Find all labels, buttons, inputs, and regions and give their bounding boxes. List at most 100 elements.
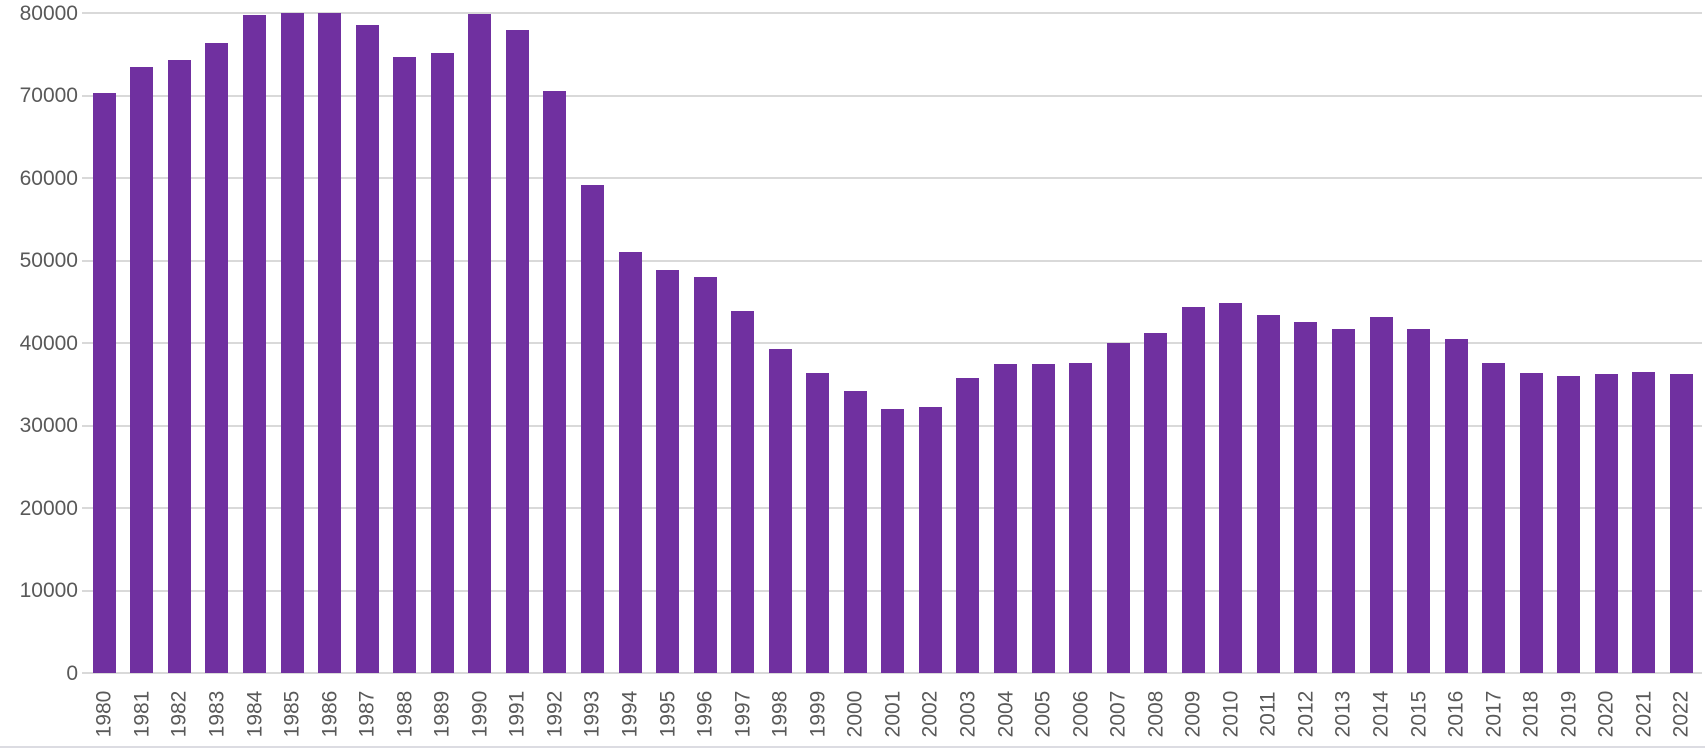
bar-2012[interactable] xyxy=(1294,322,1318,673)
bar-2000[interactable] xyxy=(843,390,867,673)
bar-1994[interactable] xyxy=(618,252,642,673)
bar-2020[interactable] xyxy=(1594,374,1618,673)
x-tick-label-1998: 1998 xyxy=(768,690,792,738)
x-tick-label-1994: 1994 xyxy=(618,690,642,738)
bar-1984[interactable] xyxy=(243,14,266,673)
x-tick-label-2008: 2008 xyxy=(1144,690,1168,738)
bar-2006[interactable] xyxy=(1069,362,1093,673)
bar-1992[interactable] xyxy=(543,90,567,673)
x-tick-label-1997: 1997 xyxy=(731,690,755,738)
x-tick-label-2018: 2018 xyxy=(1519,690,1543,738)
bar-1995[interactable] xyxy=(656,269,680,673)
bar-1990[interactable] xyxy=(468,13,492,673)
x-axis-line xyxy=(82,672,1702,674)
x-tick-label-1992: 1992 xyxy=(543,690,567,738)
bar-2022[interactable] xyxy=(1669,374,1693,673)
x-tick-label-1991: 1991 xyxy=(505,690,529,738)
x-tick-label-2013: 2013 xyxy=(1331,690,1355,738)
bar-1989[interactable] xyxy=(430,52,454,673)
bar-2004[interactable] xyxy=(994,363,1017,673)
x-tick-label-1989: 1989 xyxy=(430,690,454,738)
y-tick-label-20000: 20000 xyxy=(19,496,78,520)
y-tick-label-10000: 10000 xyxy=(19,579,78,602)
x-tick-label-1980: 1980 xyxy=(92,690,116,738)
bar-1999[interactable] xyxy=(806,372,830,673)
bar-2016[interactable] xyxy=(1444,338,1468,673)
x-tick-label-1982: 1982 xyxy=(167,690,191,738)
bar-2002[interactable] xyxy=(918,407,942,673)
bar-1986[interactable] xyxy=(318,13,342,673)
bar-1991[interactable] xyxy=(505,30,529,673)
x-tick-label-2021: 2021 xyxy=(1632,690,1656,738)
bar-2007[interactable] xyxy=(1106,343,1130,673)
gridline-60000 xyxy=(82,177,1702,179)
bar-1996[interactable] xyxy=(693,277,717,673)
x-tick-label-2002: 2002 xyxy=(918,690,942,738)
y-tick-label-0: 0 xyxy=(66,661,78,685)
x-tick-label-2005: 2005 xyxy=(1031,690,1055,738)
x-tick-label-1985: 1985 xyxy=(280,690,304,738)
gridline-70000 xyxy=(82,94,1702,97)
x-tick-label-1999: 1999 xyxy=(806,690,830,738)
gridline-50000 xyxy=(82,259,1702,262)
x-tick-label-2014: 2014 xyxy=(1369,690,1393,738)
x-tick-label-1983: 1983 xyxy=(205,690,229,738)
bar-2013[interactable] xyxy=(1331,328,1355,673)
bar-2003[interactable] xyxy=(956,377,980,673)
y-tick-label-40000: 40000 xyxy=(19,331,78,355)
x-tick-label-2006: 2006 xyxy=(1069,690,1093,738)
bar-2015[interactable] xyxy=(1407,328,1431,673)
bar-1987[interactable] xyxy=(355,25,379,673)
bar-2001[interactable] xyxy=(881,409,905,673)
x-tick-label-2015: 2015 xyxy=(1407,690,1431,738)
window-bottom-edge xyxy=(0,746,1705,748)
bar-1981[interactable] xyxy=(130,66,154,673)
x-tick-label-2004: 2004 xyxy=(994,690,1017,738)
x-tick-label-2001: 2001 xyxy=(881,690,905,738)
gridline-40000 xyxy=(82,342,1702,344)
bar-2011[interactable] xyxy=(1256,314,1280,673)
bar-2021[interactable] xyxy=(1632,371,1656,673)
x-tick-label-2020: 2020 xyxy=(1594,690,1618,738)
x-tick-label-1996: 1996 xyxy=(693,690,717,738)
bar-1988[interactable] xyxy=(393,56,417,673)
x-tick-label-2011: 2011 xyxy=(1256,691,1280,737)
y-tick-label-50000: 50000 xyxy=(19,249,78,272)
y-tick-label-60000: 60000 xyxy=(19,166,78,190)
bar-2005[interactable] xyxy=(1031,363,1055,673)
bar-2019[interactable] xyxy=(1557,376,1581,673)
x-tick-label-2009: 2009 xyxy=(1181,690,1205,738)
x-tick-label-2019: 2019 xyxy=(1557,690,1581,738)
x-tick-label-2017: 2017 xyxy=(1482,690,1506,738)
x-tick-label-2022: 2022 xyxy=(1669,690,1693,738)
x-tick-label-1984: 1984 xyxy=(243,690,266,738)
bar-1998[interactable] xyxy=(768,348,792,673)
bar-1980[interactable] xyxy=(92,93,116,673)
y-tick-label-80000: 80000 xyxy=(19,1,78,25)
x-tick-label-1988: 1988 xyxy=(393,690,417,738)
x-tick-label-1993: 1993 xyxy=(580,690,604,738)
bar-2017[interactable] xyxy=(1482,362,1506,673)
gridline-80000 xyxy=(82,12,1702,14)
bar-1997[interactable] xyxy=(731,310,755,673)
x-tick-label-1990: 1990 xyxy=(468,690,492,738)
x-tick-label-2012: 2012 xyxy=(1294,690,1318,738)
bar-2008[interactable] xyxy=(1144,333,1168,673)
bar-2014[interactable] xyxy=(1369,316,1393,673)
x-tick-label-2003: 2003 xyxy=(956,690,980,738)
y-tick-label-70000: 70000 xyxy=(19,84,78,107)
x-tick-label-2000: 2000 xyxy=(843,690,867,738)
x-tick-label-2010: 2010 xyxy=(1219,690,1243,738)
bar-2010[interactable] xyxy=(1219,303,1243,673)
x-tick-label-1986: 1986 xyxy=(318,690,342,738)
bar-1993[interactable] xyxy=(580,185,604,673)
x-tick-label-1987: 1987 xyxy=(355,690,379,738)
bar-1985[interactable] xyxy=(280,13,304,673)
bar-1983[interactable] xyxy=(205,42,229,673)
bar-1982[interactable] xyxy=(167,60,191,673)
bar-2018[interactable] xyxy=(1519,372,1543,673)
bar-2009[interactable] xyxy=(1181,306,1205,673)
y-tick-label-30000: 30000 xyxy=(19,414,78,437)
x-tick-label-1995: 1995 xyxy=(656,690,680,738)
